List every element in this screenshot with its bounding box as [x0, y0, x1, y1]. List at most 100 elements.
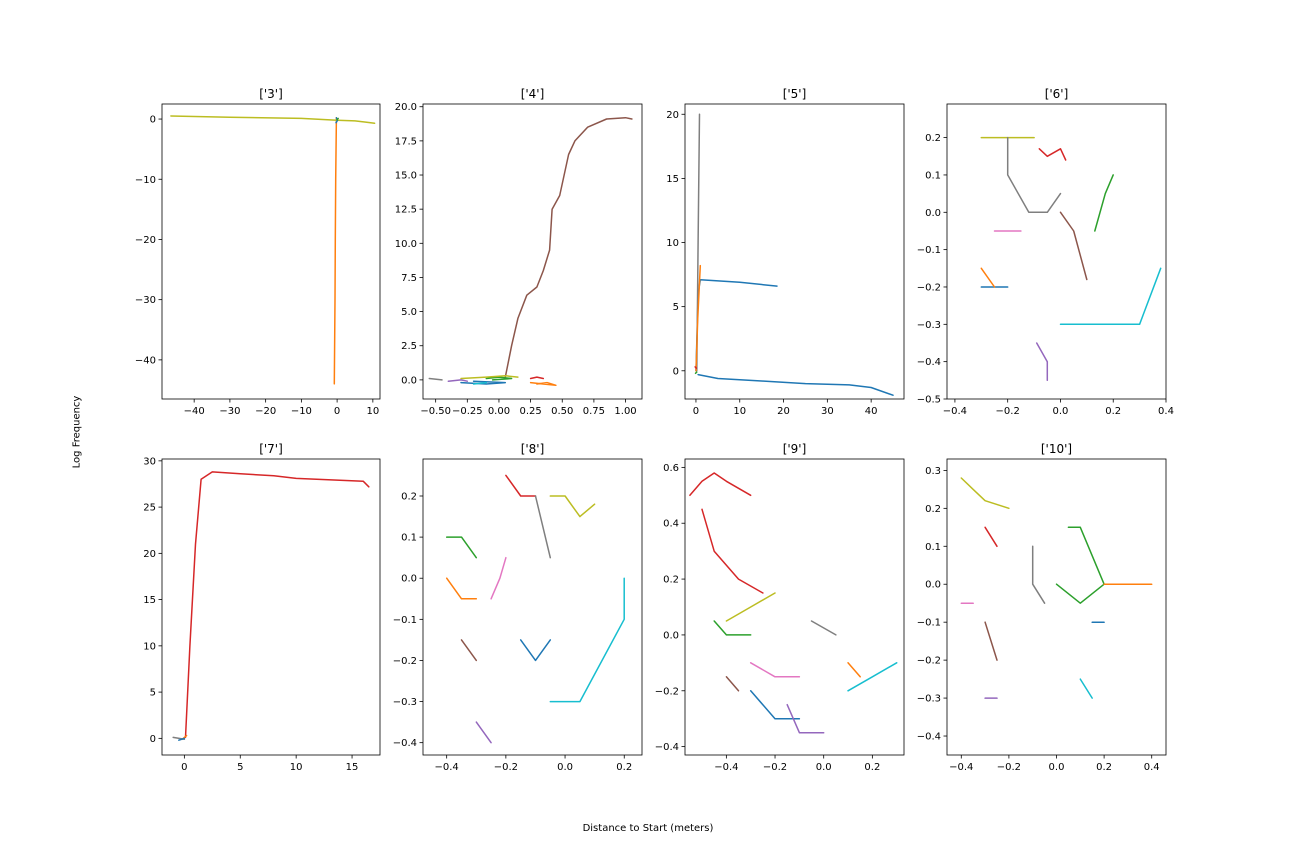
- subplot-2-xtick-label: 1.00: [614, 406, 636, 417]
- subplot-2: −0.50 −0.25 0.00 0.25 0.50 0.75 1.00 0.0 2.5 5.0 7…: [395, 87, 643, 417]
- subplot-7-ytick-label: 0.4: [663, 519, 679, 530]
- subplot-7-series-5: [749, 662, 801, 678]
- subplot-1-ytick-label: −40: [135, 355, 156, 366]
- subplot-1-xtick-label: −20: [255, 406, 276, 417]
- subplot-6-ytick-label: −0.3: [393, 697, 417, 708]
- subplot-7-ytick-label: 0.0: [663, 630, 679, 641]
- subplot-1-frame: [161, 103, 381, 400]
- figure-y-label: Log Frequency: [71, 395, 83, 469]
- subplot-8-xtick-label: 0.4: [1144, 762, 1160, 773]
- subplot-7-series-10: [810, 620, 837, 636]
- subplot-4-series-10: [980, 267, 996, 288]
- subplot-3-xtick-label: 40: [865, 406, 878, 417]
- subplot-3-ytick-label: 5: [673, 302, 679, 313]
- subplot-5: 0 5 10 15 0 5 10 15 20 25 30 ['7']: [143, 442, 381, 773]
- subplot-7-ytick-label: 0.2: [663, 575, 679, 586]
- subplot-1-xtick-label: −30: [219, 406, 240, 417]
- subplot-4-ytick-label: −0.4: [917, 357, 941, 368]
- subplot-4-ytick-label: 0.2: [925, 133, 941, 144]
- subplot-6-ytick-label: 0.0: [401, 574, 417, 585]
- subplot-6-ytick-label: −0.2: [393, 656, 417, 667]
- subplot-7-series-9: [847, 662, 861, 678]
- subplot-8-series-2: [1055, 526, 1105, 604]
- subplot-8-series-1: [960, 477, 1010, 510]
- subplot-2-xtick-label: −0.50: [420, 406, 451, 417]
- subplot-2-xtick-label: −0.25: [452, 406, 483, 417]
- subplot-4-ytick-label: −0.3: [917, 320, 941, 331]
- subplot-6-series-8: [549, 577, 625, 703]
- subplot-8-series-4: [984, 526, 998, 548]
- subplot-4-series-9: [1059, 211, 1088, 281]
- subplot-2-series-4: [485, 376, 513, 381]
- subplot-7-series-4: [713, 620, 752, 636]
- subplot-7-ytick-label: −0.4: [655, 742, 679, 753]
- subplot-8-series-3: [1031, 545, 1046, 604]
- subplot-6-series-6: [519, 639, 552, 662]
- subplot-1-ytick-label: −30: [135, 295, 156, 306]
- subplot-6-series-1: [549, 495, 596, 518]
- subplot-6-xtick-label: 0.2: [616, 762, 632, 773]
- figure-x-label: Distance to Start (meters): [582, 823, 714, 834]
- subplot-2-ytick-label: 17.5: [395, 136, 417, 147]
- subplot-5-ytick-label: 20: [143, 549, 156, 560]
- subplot-2-series-1: [504, 116, 633, 378]
- subplot-3-series-6: [694, 371, 698, 375]
- subplot-6-ytick-label: 0.2: [401, 492, 417, 503]
- subplot-2-ytick-label: 12.5: [395, 205, 417, 216]
- subplot-7-xtick-label: 0.0: [816, 762, 832, 773]
- subplot-2-xtick-label: 0.00: [488, 406, 510, 417]
- subplot-4-series-8: [1094, 174, 1114, 232]
- subplot-8: −0.4 −0.2 0.0 0.2 0.4 −0.4 −0.3 −0.2 −0.1 0.0 0.1 0…: [917, 442, 1167, 773]
- subplot-6-frame: [422, 458, 643, 756]
- subplot-4-series-3: [1038, 148, 1067, 161]
- subplot-3-ytick-label: 15: [666, 174, 679, 185]
- subplot-5-title: ['7']: [259, 442, 283, 456]
- subplot-7-series-6: [749, 690, 801, 720]
- subplot-1: −40 −30 −20 −10 0 10 0 −10 −20 −30 −40 ['3']: [135, 87, 381, 417]
- subplot-4-ytick-label: 0.0: [925, 208, 941, 219]
- subplot-3-title: ['5']: [783, 87, 807, 101]
- subplot-3-xtick-label: 0: [693, 406, 699, 417]
- subplot-8-ytick-label: 0.0: [925, 580, 941, 591]
- subplot-6-xtick-label: 0.0: [557, 762, 573, 773]
- subplot-2-series-8: [428, 377, 443, 381]
- subplot-6-series-3: [445, 536, 478, 559]
- subplot-3-series-2: [695, 278, 778, 372]
- subplot-6-ytick-label: −0.1: [393, 615, 417, 626]
- subplot-6-xtick-label: −0.2: [494, 762, 518, 773]
- subplot-6-title: ['8']: [521, 442, 545, 456]
- subplot-5-ytick-label: 25: [143, 503, 156, 514]
- subplot-6-ytick-label: −0.4: [393, 738, 417, 749]
- subplot-2-ytick-label: 10.0: [395, 239, 417, 250]
- subplot-8-ytick-label: −0.2: [917, 656, 941, 667]
- subplot-3-series-4: [695, 264, 702, 372]
- subplot-3-ytick-label: 10: [666, 238, 679, 249]
- subplot-5-series-1: [184, 471, 370, 739]
- subplot-6-series-4: [445, 577, 478, 600]
- subplot-5-ytick-label: 5: [150, 688, 156, 699]
- subplot-3: 0 10 20 30 40 0 5 10 15 20 ['5']: [666, 87, 905, 417]
- subplot-4-series-2: [1006, 136, 1062, 214]
- subplot-4-xtick-label: −0.4: [943, 406, 967, 417]
- subplot-4-series-5: [1035, 342, 1049, 382]
- subplot-7-xtick-label: −0.4: [714, 762, 738, 773]
- subplot-4-ytick-label: 0.1: [925, 170, 941, 181]
- subplot-5-series-group: [172, 471, 370, 741]
- subplot-4-xtick-label: 0.0: [1053, 406, 1069, 417]
- subplot-3-series-5: [694, 366, 698, 369]
- subplot-8-xtick-label: −0.4: [949, 762, 973, 773]
- subplot-1-xtick-label: 10: [366, 406, 379, 417]
- subplot-4-frame: [946, 103, 1167, 400]
- subplot-3-ytick-label: 0: [673, 366, 679, 377]
- subplot-4-series-4: [1059, 267, 1162, 326]
- subplot-2-ytick-label: 5.0: [401, 307, 417, 318]
- subplot-2-series-6: [529, 376, 545, 380]
- subplot-2-series-9: [472, 381, 488, 385]
- subplot-7-series-1: [689, 472, 752, 497]
- subplot-2-series-5: [460, 375, 519, 380]
- subplot-1-ytick-label: 0: [150, 115, 156, 126]
- subplot-6-series-5: [490, 556, 507, 600]
- subplot-1-series-1: [333, 117, 338, 385]
- subplot-5-xtick-label: 15: [346, 762, 359, 773]
- subplot-3-series-group: [694, 113, 894, 396]
